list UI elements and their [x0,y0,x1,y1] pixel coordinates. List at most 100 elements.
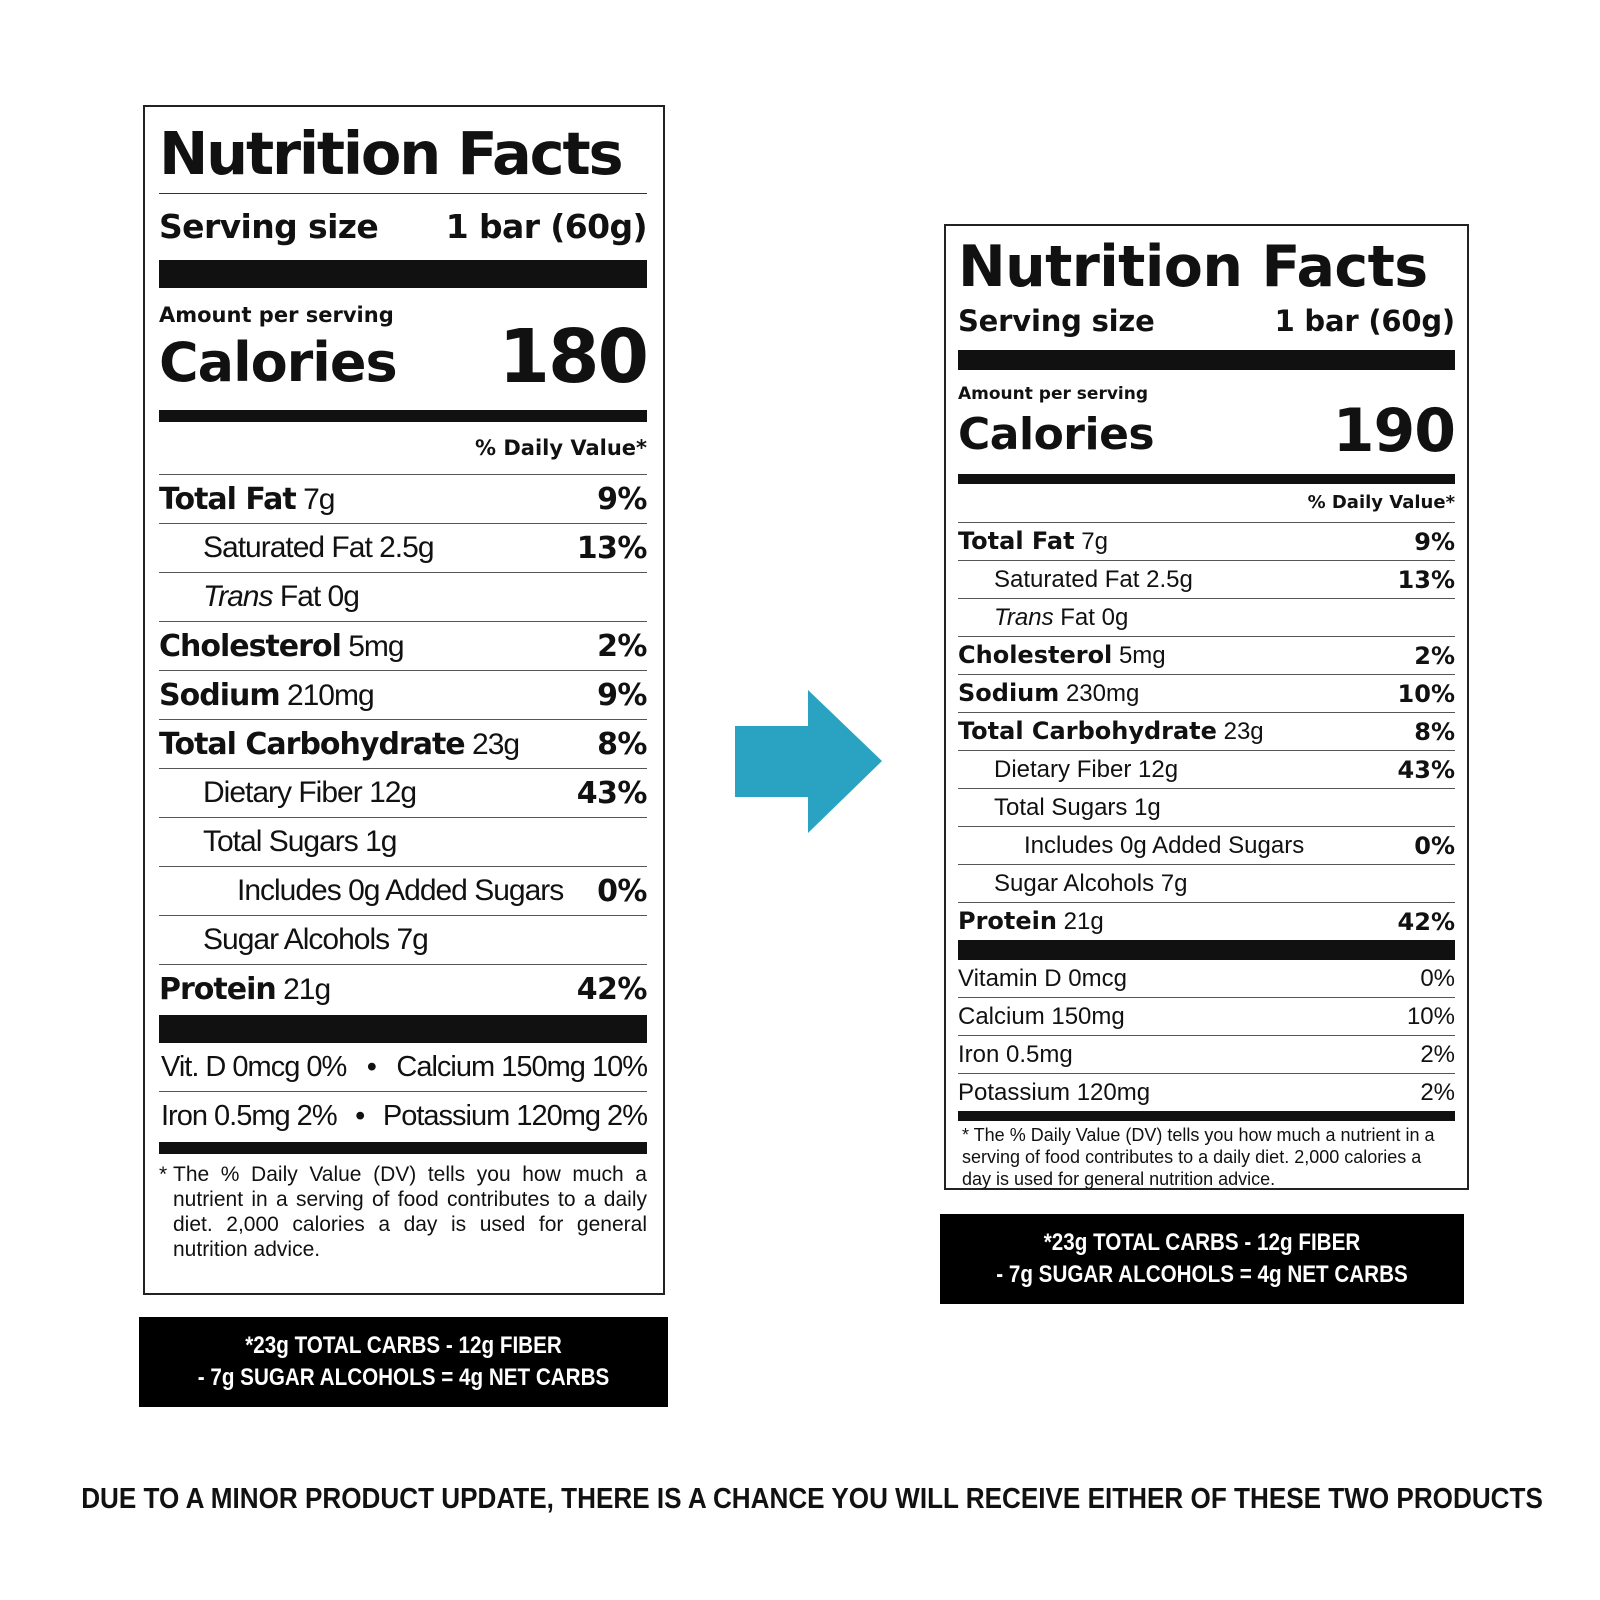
notice-text: DUE TO A MINOR PRODUCT UPDATE, THERE IS … [81,1483,1543,1515]
daily-value-header: % Daily Value* [1307,492,1455,513]
nutrient-row-protein: Protein 21g 42% [159,964,648,1013]
nutrient-amount: 1g [1134,793,1161,821]
nutrient-dv: 9% [1414,527,1455,556]
vitamin-name: Vitamin D 0mcg [958,964,1127,992]
nutrient-row-total-sugars: Total Sugars 1g [159,817,647,866]
serving-size-label: Serving size [958,304,1155,338]
thick-divider [159,260,647,288]
nutrient-dv: 9% [597,481,647,517]
nutrient-amount: 230mg [1065,680,1140,707]
nutrient-row-sugar-alcohols: Sugar Alcohols 7g [159,915,647,964]
amount-per-serving: Amount per serving [958,384,1149,404]
vitamin-name: Potassium 120mg [958,1078,1151,1106]
nutrient-dv: 8% [1414,717,1455,746]
daily-value-header: % Daily Value* [475,436,647,460]
bullet-separator: • [355,1099,365,1132]
nutrient-name: Total Fat [159,481,297,517]
nutrient-dv: 2% [1414,641,1455,670]
nutrient-name: Total Fat [958,527,1075,555]
nutrient-amount: 1g [365,825,397,858]
calories-value: 180 [498,314,649,400]
new-net-carbs-banner: *23g TOTAL CARBS - 12g FIBER - 7g SUGAR … [940,1214,1464,1304]
nutrient-amount: 21g [283,972,331,1006]
vitamin-row-potassium: Potassium 120mg 2% [958,1073,1455,1111]
banner-line-1: *23g TOTAL CARBS - 12g FIBER [245,1332,562,1359]
new-nutrition-label: Nutrition Facts Serving size 1 bar (60g)… [944,224,1469,1190]
nutrient-dv: 10% [1397,679,1455,708]
label-title: Nutrition Facts [159,119,624,188]
calories-row: Calories 180 [159,318,649,396]
calories-label: Calories [958,409,1155,460]
vitamin-left: Vit. D 0mcg 0% [161,1050,347,1083]
serving-size-value: 1 bar (60g) [1274,304,1456,338]
serving-size-row: Serving size 1 bar (60g) [159,194,648,258]
nutrient-row-cholesterol: Cholesterol 5mg 2% [159,621,647,670]
nutrient-name: Trans [994,603,1054,631]
banner-line-1: *23g TOTAL CARBS - 12g FIBER [1043,1229,1361,1256]
vitamin-left: Iron 0.5mg 2% [161,1099,338,1132]
nutrient-row-total-sugars: Total Sugars 1g [958,788,1455,826]
nutrient-name: Includes 0g Added Sugars [237,874,564,907]
vitamin-dv: 0% [1420,964,1455,992]
nutrient-name: Cholesterol [159,628,342,664]
nutrient-dv: 13% [576,530,648,566]
nutrient-row-cholesterol: Cholesterol 5mg 2% [958,636,1455,674]
nutrient-row-dietary-fiber: Dietary Fiber 12g 43% [159,768,648,817]
nutrient-name: Cholesterol [958,641,1113,669]
footnote: * The % Daily Value (DV) tells you how m… [159,1154,647,1262]
medium-divider [958,1111,1455,1121]
nutrient-name: Saturated Fat [994,565,1140,593]
vitamin-dv: 2% [1420,1078,1455,1106]
serving-size-row: Serving size 1 bar (60g) [958,302,1455,340]
label-title: Nutrition Facts [958,234,1428,300]
medium-divider [958,474,1455,484]
vitamin-row: Iron 0.5mg 2% • Potassium 120mg 2% [159,1091,648,1140]
serving-size-value: 1 bar (60g) [445,206,648,246]
nutrient-dv: 42% [576,971,648,1007]
banner-line-2: - 7g SUGAR ALCOHOLS = 4g NET CARBS [996,1261,1408,1288]
nutrient-row-protein: Protein 21g 42% [958,902,1455,940]
nutrient-amount: 210mg [286,678,375,712]
product-update-notice: DUE TO A MINOR PRODUCT UPDATE, THERE IS … [0,1483,1600,1516]
nutrient-amount: 2.5g [379,531,434,564]
nutrient-row-trans-fat: Trans Fat 0g [159,572,647,621]
nutrient-dv: 13% [1397,565,1455,594]
divider [159,193,647,194]
nutrient-amount: 23g [1223,718,1264,745]
vitamin-right: Potassium 120mg 2% [382,1099,648,1132]
thick-divider [159,1015,647,1043]
nutrient-name: Total Sugars [203,825,359,858]
nutrient-amount: 2.5g [1146,565,1193,593]
nutrient-name: Trans [203,580,273,613]
nutrient-name: Total Sugars [994,793,1128,821]
nutrient-row-added-sugars: Includes 0g Added Sugars 0% [958,826,1455,864]
nutrient-name: Dietary Fiber [203,776,363,809]
nutrient-row-total-fat: Total Fat 7g 9% [159,474,647,523]
footnote-text: The % Daily Value (DV) tells you how muc… [173,1163,647,1261]
nutrient-amount: 21g [1063,908,1104,935]
nutrient-row-total-fat: Total Fat 7g 9% [958,522,1455,560]
vitamin-row-iron: Iron 0.5mg 2% [958,1035,1455,1073]
nutrient-row-sodium: Sodium 210mg 9% [159,670,647,719]
nutrient-dv: 2% [597,628,647,664]
calories-label: Calories [159,331,398,394]
nutrient-amount: 7g [303,482,335,516]
nutrient-name: Protein [159,971,277,1007]
nutrient-name: Sodium [958,679,1060,707]
vitamin-row: Vit. D 0mcg 0% • Calcium 150mg 10% [159,1043,648,1091]
nutrient-row-saturated-fat: Saturated Fat 2.5g 13% [958,560,1455,598]
nutrient-name: Dietary Fiber [994,755,1132,783]
vitamin-row-calcium: Calcium 150mg 10% [958,997,1455,1035]
nutrient-amount: 12g [1138,755,1179,783]
nutrient-amount: 0g [1101,603,1129,631]
nutrient-amount: 12g [369,776,417,809]
nutrient-name: Sodium [159,677,281,713]
nutrient-name: Total Carbohydrate [159,726,466,762]
vitamin-right: Calcium 150mg 10% [396,1050,648,1083]
footnote-mark: * [159,1163,168,1186]
nutrient-row-trans-fat: Trans Fat 0g [958,598,1455,636]
banner-line-2: - 7g SUGAR ALCOHOLS = 4g NET CARBS [197,1364,610,1391]
footnote: * The % Daily Value (DV) tells you how m… [962,1125,1435,1189]
vitamin-name: Calcium 150mg [958,1002,1125,1030]
nutrient-row-added-sugars: Includes 0g Added Sugars 0% [159,866,647,915]
